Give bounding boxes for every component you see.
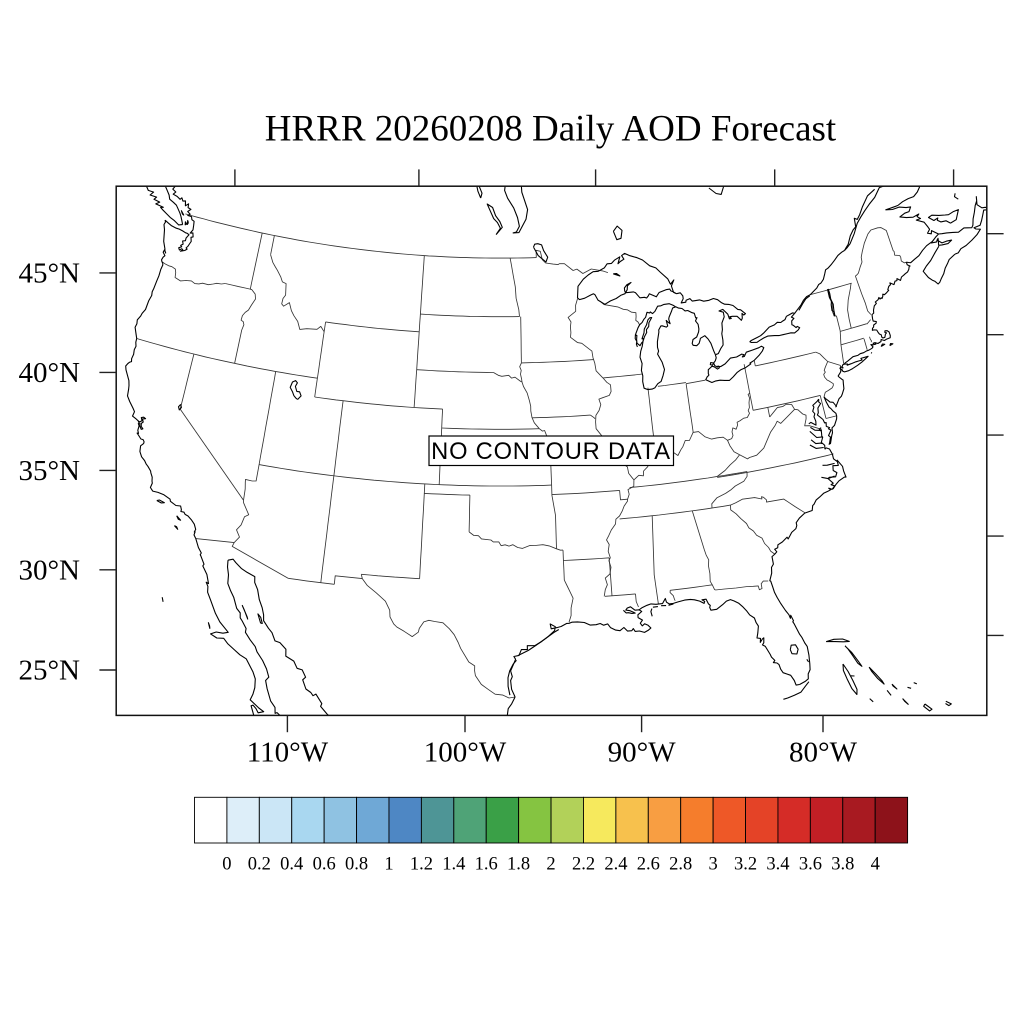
svg-text:0.8: 0.8 <box>345 855 368 875</box>
svg-text:1.2: 1.2 <box>410 855 433 875</box>
svg-text:2.8: 2.8 <box>669 855 692 875</box>
svg-text:1.4: 1.4 <box>442 855 465 875</box>
svg-text:110°W: 110°W <box>247 736 329 768</box>
svg-text:45°N: 45°N <box>18 258 80 290</box>
svg-text:0: 0 <box>222 855 231 875</box>
svg-text:2.2: 2.2 <box>572 855 595 875</box>
svg-text:25°N: 25°N <box>18 655 80 687</box>
svg-text:35°N: 35°N <box>18 455 80 487</box>
svg-text:2.6: 2.6 <box>637 855 660 875</box>
svg-text:3.2: 3.2 <box>734 855 757 875</box>
svg-text:2: 2 <box>546 855 555 875</box>
svg-text:HRRR 20260208 Daily AOD Foreca: HRRR 20260208 Daily AOD Forecast <box>265 109 837 150</box>
svg-text:90°W: 90°W <box>608 736 677 768</box>
svg-text:NO CONTOUR DATA: NO CONTOUR DATA <box>431 439 671 465</box>
svg-text:3.6: 3.6 <box>799 855 822 875</box>
svg-text:0.4: 0.4 <box>280 855 303 875</box>
svg-text:1: 1 <box>384 855 393 875</box>
svg-text:3.8: 3.8 <box>831 855 854 875</box>
svg-text:3: 3 <box>708 855 717 875</box>
svg-text:1.6: 1.6 <box>475 855 498 875</box>
svg-text:40°N: 40°N <box>18 357 80 389</box>
svg-text:2.4: 2.4 <box>604 855 627 875</box>
svg-text:1.8: 1.8 <box>507 855 530 875</box>
svg-text:0.6: 0.6 <box>313 855 336 875</box>
svg-text:3.4: 3.4 <box>766 855 789 875</box>
svg-text:30°N: 30°N <box>18 555 80 587</box>
svg-text:80°W: 80°W <box>789 736 858 768</box>
svg-text:100°W: 100°W <box>424 736 507 768</box>
svg-text:4: 4 <box>871 855 880 875</box>
svg-text:0.2: 0.2 <box>248 855 271 875</box>
